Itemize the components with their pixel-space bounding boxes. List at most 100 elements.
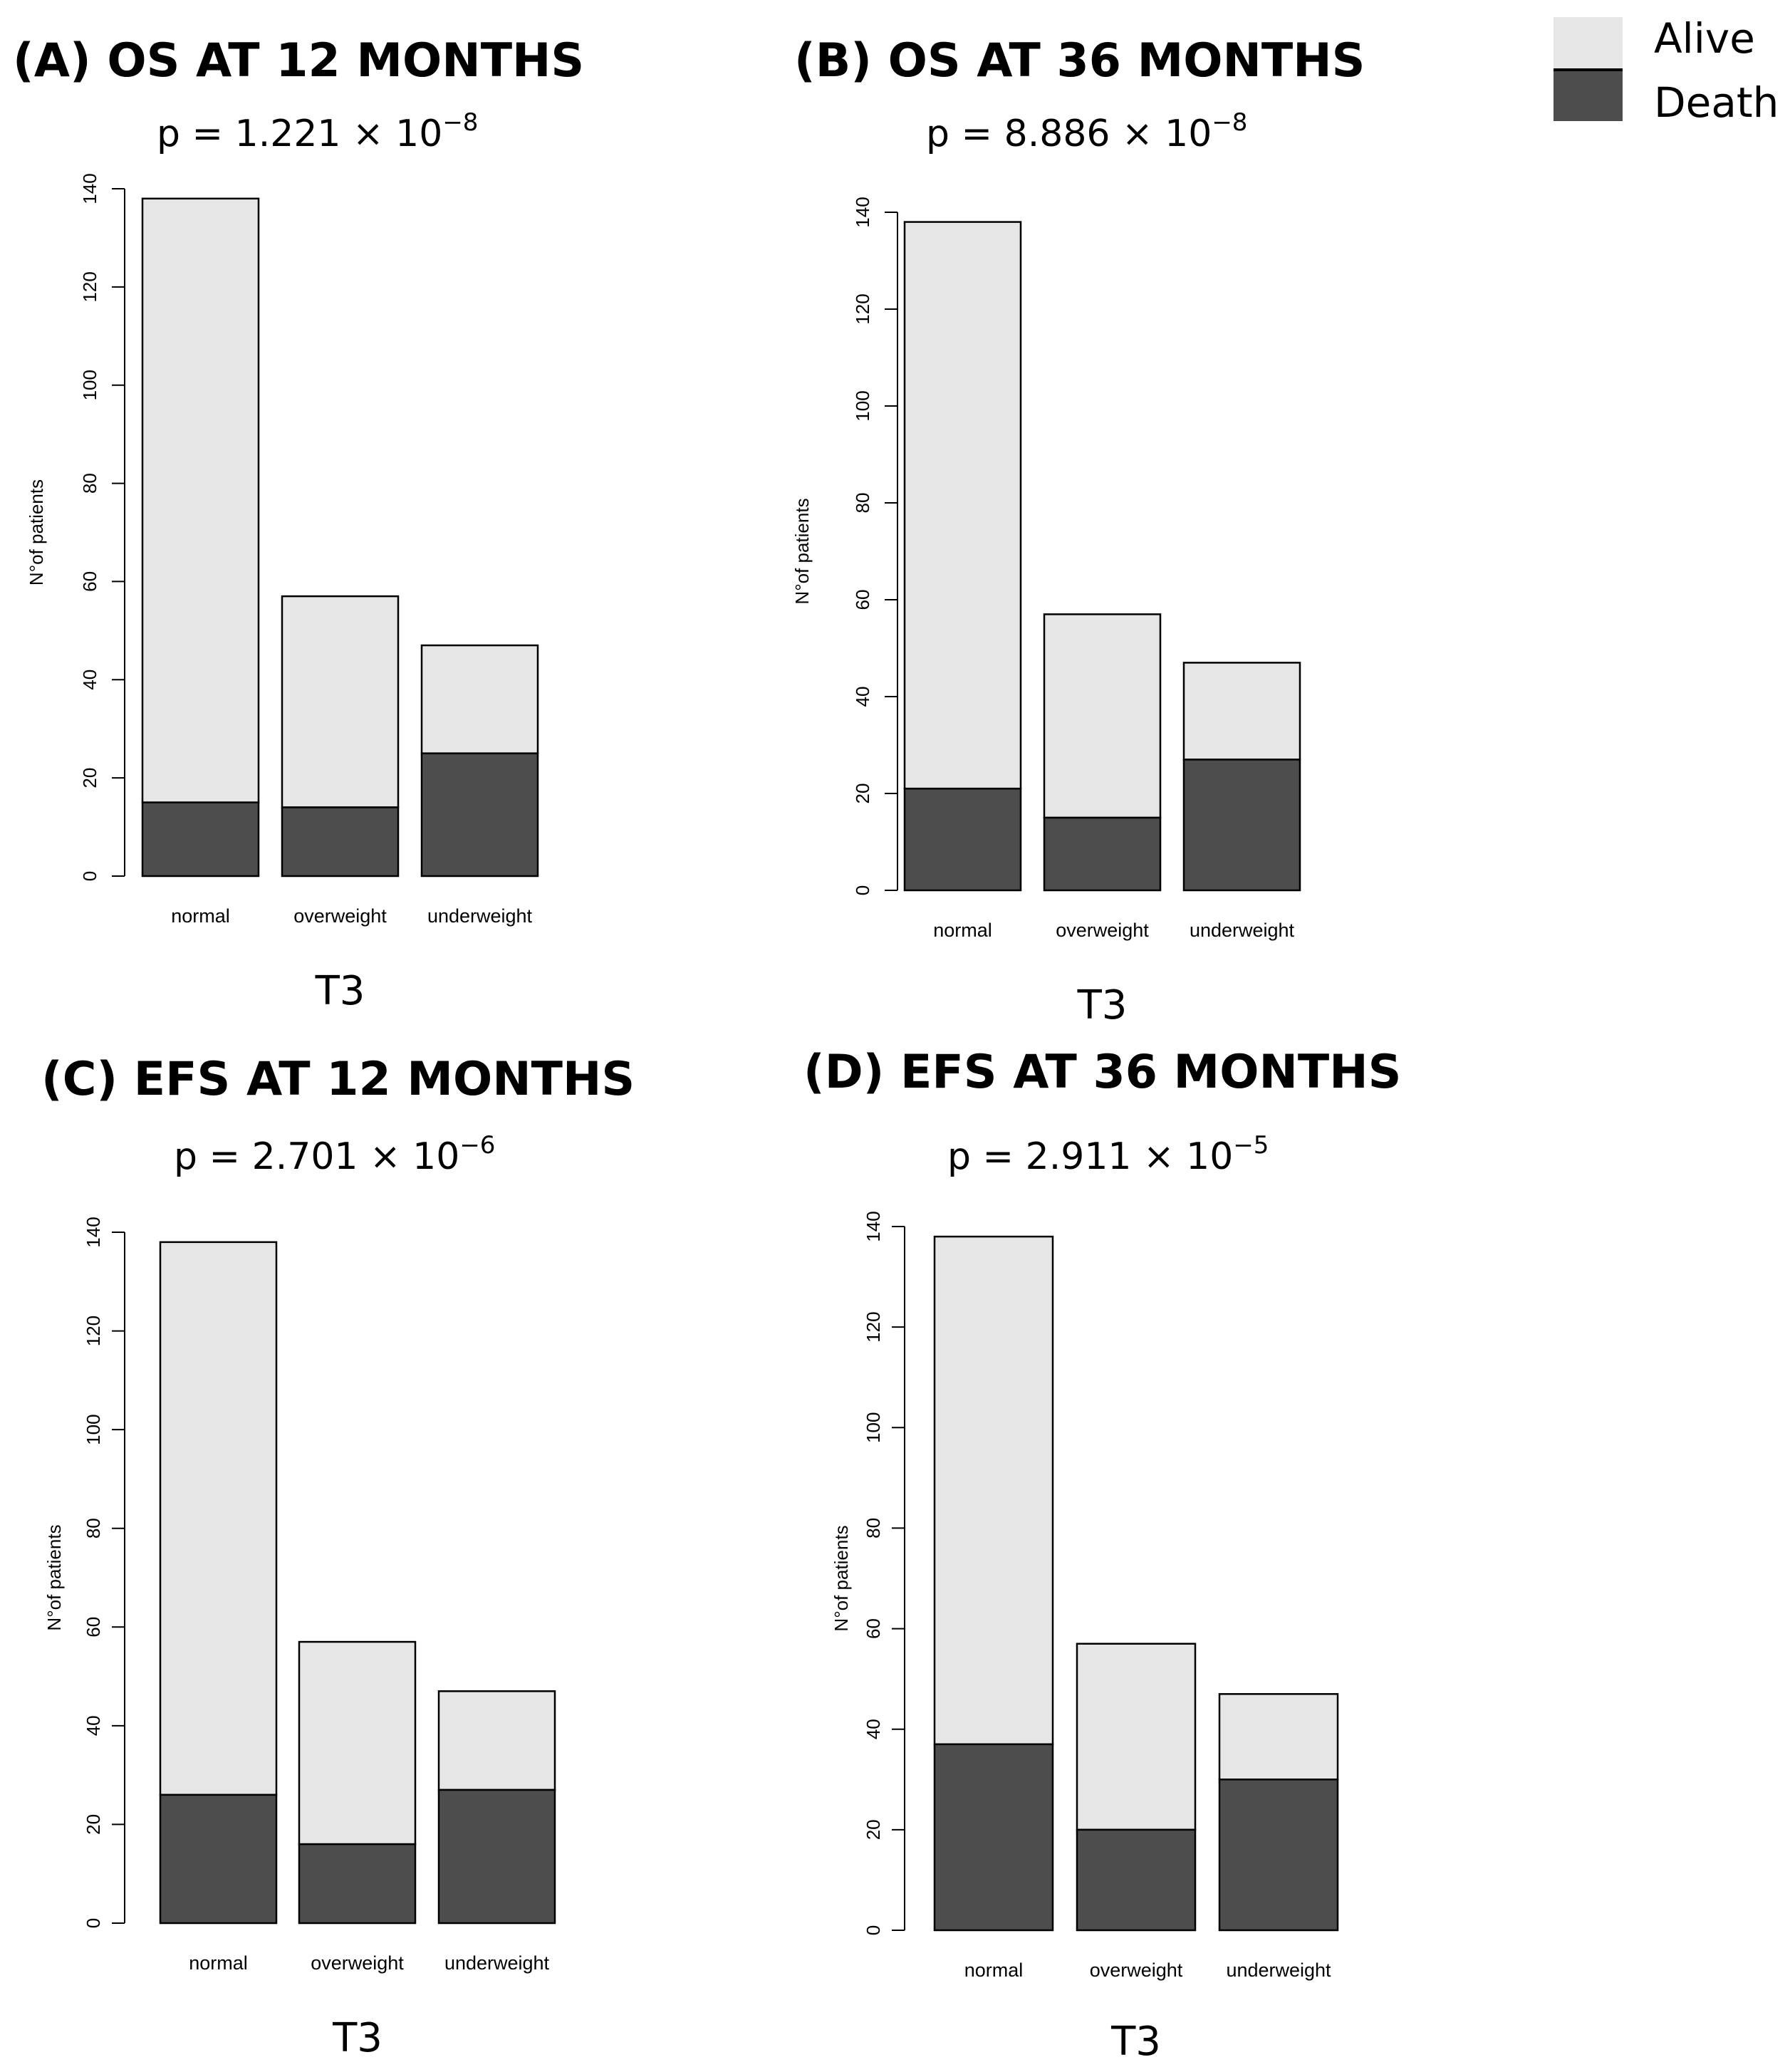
panel-b-pvalue-exp: −8 (1212, 108, 1248, 137)
panel-d-bar-death-overweight (1076, 1828, 1197, 1932)
panel-b-y-tick-label: 100 (852, 390, 873, 421)
legend-swatch-death (1554, 71, 1623, 121)
panel-a-y-tick-label: 60 (79, 571, 100, 592)
panel-a-y-tick-label: 120 (79, 271, 100, 302)
panel-b-y-tick-label: 0 (852, 885, 873, 895)
panel-d-pvalue: p = 2.911 × 10−5 (947, 1133, 1269, 1178)
panel-a-bar-death-underweight (420, 752, 539, 878)
panel-d-x-axis-label: T3 (1110, 2019, 1161, 2065)
panel-c-y-tick-label: 60 (83, 1617, 104, 1638)
panel-d-title: (D) EFS AT 36 MONTHS (803, 1046, 1402, 1099)
panel-c-bar-alive-overweight (298, 1640, 417, 1845)
panel-d-chart: 0 20 40 60 80 100 120 140 N°of patients normal ove… (831, 1211, 1339, 2065)
panel-b-category-label: underweight (1190, 920, 1295, 941)
panel-d-y-tick-label: 100 (863, 1412, 884, 1443)
panel-d-pvalue-base: p = 2.911 × 10 (947, 1135, 1234, 1178)
panel-c-y-tick-label: 40 (83, 1715, 104, 1736)
panel-d-y-tick-label: 60 (863, 1618, 884, 1639)
panel-d-category-label: normal (964, 1959, 1024, 1981)
panel-c-title: (C) EFS AT 12 MONTHS (41, 1053, 635, 1106)
panel-b-y-tick-label: 40 (852, 687, 873, 707)
panel-c-y-axis-label: N°of patients (43, 1524, 65, 1630)
panel-d-y-tick-label: 0 (863, 1925, 884, 1935)
panel-a-x-axis-label: T3 (315, 968, 365, 1014)
panel-d-bar-alive-normal (933, 1235, 1054, 1746)
panel-b-pvalue: p = 8.886 × 10−8 (926, 110, 1247, 155)
panel-a-pvalue-exp: −8 (442, 108, 479, 137)
panel-b-category-label: normal (933, 920, 992, 941)
panel-b-category-label: overweight (1056, 920, 1149, 941)
panel-b-bar-alive-normal (903, 221, 1022, 790)
panel-b-y-axis-label: N°of patients (791, 498, 813, 604)
panel-b-bar-alive-underweight (1182, 662, 1301, 761)
panel-d-bar-alive-overweight (1076, 1642, 1197, 1831)
panel-c-chart: 0 20 40 60 80 100 120 140 N°of patients normal ove… (43, 1217, 556, 2061)
panel-b-y-tick-label: 60 (852, 590, 873, 610)
panel-c-pvalue-base: p = 2.701 × 10 (174, 1135, 460, 1178)
panel-b-bar-death-overweight (1043, 816, 1162, 892)
legend-label-death: Death (1654, 78, 1779, 127)
panel-b-bar-death-underweight (1182, 759, 1301, 892)
panel-a-category-label: normal (171, 905, 230, 927)
panel-a-bar-alive-normal (141, 197, 260, 803)
panel-a-bar-death-normal (141, 801, 260, 878)
panel-a-pvalue-base: p = 1.221 × 10 (157, 113, 443, 155)
panel-a-pvalue: p = 1.221 × 10−8 (157, 110, 478, 155)
panel-c-bar-death-overweight (298, 1843, 417, 1925)
panel-b-x-axis-label: T3 (1077, 982, 1128, 1029)
panel-b-title: (B) OS AT 36 MONTHS (794, 34, 1365, 88)
panel-a-bar-alive-overweight (281, 595, 400, 808)
panel-c-y-tick-label: 140 (83, 1217, 104, 1247)
panel-a-y-tick-label: 80 (79, 473, 100, 494)
panel-c-bar-alive-underweight (437, 1690, 556, 1791)
panel-d-y-tick-label: 120 (863, 1311, 884, 1342)
panel-a-y-axis-label: N°of patients (26, 479, 47, 585)
panel-c-pvalue: p = 2.701 × 10−6 (174, 1133, 495, 1178)
panel-b-bar-death-normal (903, 787, 1022, 892)
legend-swatch-alive (1554, 17, 1623, 70)
panel-a-y-tick-label: 0 (79, 871, 100, 881)
panel-a-y-tick-label: 140 (79, 173, 100, 204)
panel-a-y-tick-label: 40 (79, 670, 100, 690)
panel-b-y-tick-label: 120 (852, 293, 873, 324)
panel-c-category-label: underweight (444, 1952, 550, 1974)
panel-c-y-tick-label: 80 (83, 1518, 104, 1539)
panel-d-pvalue-exp: −5 (1233, 1131, 1269, 1160)
panel-c-y-tick-label: 120 (83, 1316, 104, 1346)
panel-d-category-label: overweight (1090, 1959, 1183, 1981)
panel-c-pvalue-exp: −6 (459, 1131, 496, 1160)
panel-c-x-axis-label: T3 (332, 2015, 382, 2061)
panel-c-bar-alive-normal (159, 1241, 278, 1796)
panel-b-y-tick-label: 80 (852, 493, 873, 514)
panel-c-bar-death-normal (159, 1794, 278, 1925)
panel-b-chart: 0 20 40 60 80 100 120 140 N°of patients normal ove… (791, 197, 1301, 1029)
panel-a-chart: 0 20 40 60 80 100 120 140 N°of patients normal ove… (26, 173, 539, 1014)
panel-a-bar-alive-underweight (420, 644, 539, 754)
panel-b-pvalue-base: p = 8.886 × 10 (926, 113, 1212, 155)
panel-c-bar-death-underweight (437, 1789, 556, 1925)
panel-c-y-tick-label: 20 (83, 1814, 104, 1835)
panel-d-y-tick-label: 20 (863, 1819, 884, 1840)
panel-d-y-tick-label: 140 (863, 1211, 884, 1241)
panel-a-title: (A) OS AT 12 MONTHS (13, 34, 585, 88)
panel-c-y-tick-label: 0 (83, 1918, 104, 1928)
panel-c-category-label: normal (189, 1952, 248, 1974)
panel-a-y-tick-label: 20 (79, 768, 100, 788)
panel-b-y-tick-label: 140 (852, 197, 873, 227)
panel-a-category-label: underweight (427, 905, 533, 927)
panel-d-category-label: underweight (1226, 1959, 1331, 1981)
panel-b-y-tick-label: 20 (852, 783, 873, 804)
panel-c-category-label: overweight (311, 1952, 404, 1974)
panel-d-bar-death-underweight (1218, 1779, 1339, 1932)
panel-d-y-axis-label: N°of patients (831, 1525, 852, 1631)
panel-d-bar-death-normal (933, 1743, 1054, 1932)
panel-d-bar-alive-underweight (1218, 1693, 1339, 1781)
panel-d-y-tick-label: 40 (863, 1719, 884, 1739)
panel-a-category-label: overweight (293, 905, 387, 927)
legend-label-alive: Alive (1654, 14, 1755, 63)
panel-a-y-tick-label: 100 (79, 370, 100, 400)
panel-c-y-tick-label: 100 (83, 1414, 104, 1444)
legend-swatch-divider (1554, 68, 1623, 71)
panel-b-bar-alive-overweight (1043, 613, 1162, 819)
panel-d-y-tick-label: 80 (863, 1518, 884, 1539)
